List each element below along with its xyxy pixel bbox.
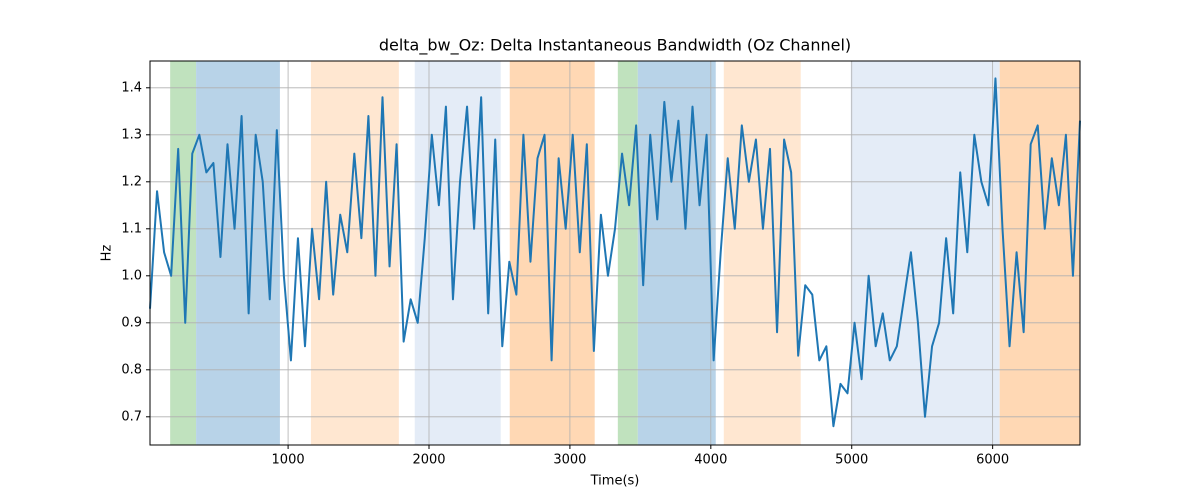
shaded-span	[617, 61, 638, 445]
y-tick-label: 1.1	[121, 221, 142, 236]
y-axis-label: Hz	[100, 245, 115, 262]
shaded-span	[999, 61, 1080, 445]
y-tick-label: 0.8	[121, 362, 142, 377]
y-tick-label: 1.0	[121, 268, 142, 283]
x-axis-label: Time(s)	[590, 474, 640, 489]
shaded-span	[509, 61, 595, 445]
x-tick-label: 6000	[976, 453, 1009, 468]
shaded-span	[723, 61, 801, 445]
y-tick-label: 0.9	[121, 315, 142, 330]
plot-frame	[149, 60, 1081, 446]
shaded-span	[637, 61, 716, 445]
data-line	[149, 77, 1081, 428]
y-tick-label: 0.7	[121, 409, 142, 424]
x-tick-label: 1000	[272, 453, 305, 468]
y-tick-label: 1.4	[121, 80, 142, 95]
shaded-span	[850, 61, 1000, 445]
shaded-span	[196, 61, 280, 445]
x-tick-label: 5000	[835, 453, 868, 468]
x-tick-label: 3000	[553, 453, 586, 468]
shaded-span	[414, 61, 501, 445]
x-tick-label: 4000	[694, 453, 727, 468]
shaded-span	[310, 61, 399, 445]
x-tick-label: 2000	[412, 453, 445, 468]
y-tick-label: 1.3	[121, 127, 142, 142]
chart-title: delta_bw_Oz: Delta Instantaneous Bandwid…	[379, 36, 851, 56]
y-tick-label: 1.2	[121, 174, 142, 189]
